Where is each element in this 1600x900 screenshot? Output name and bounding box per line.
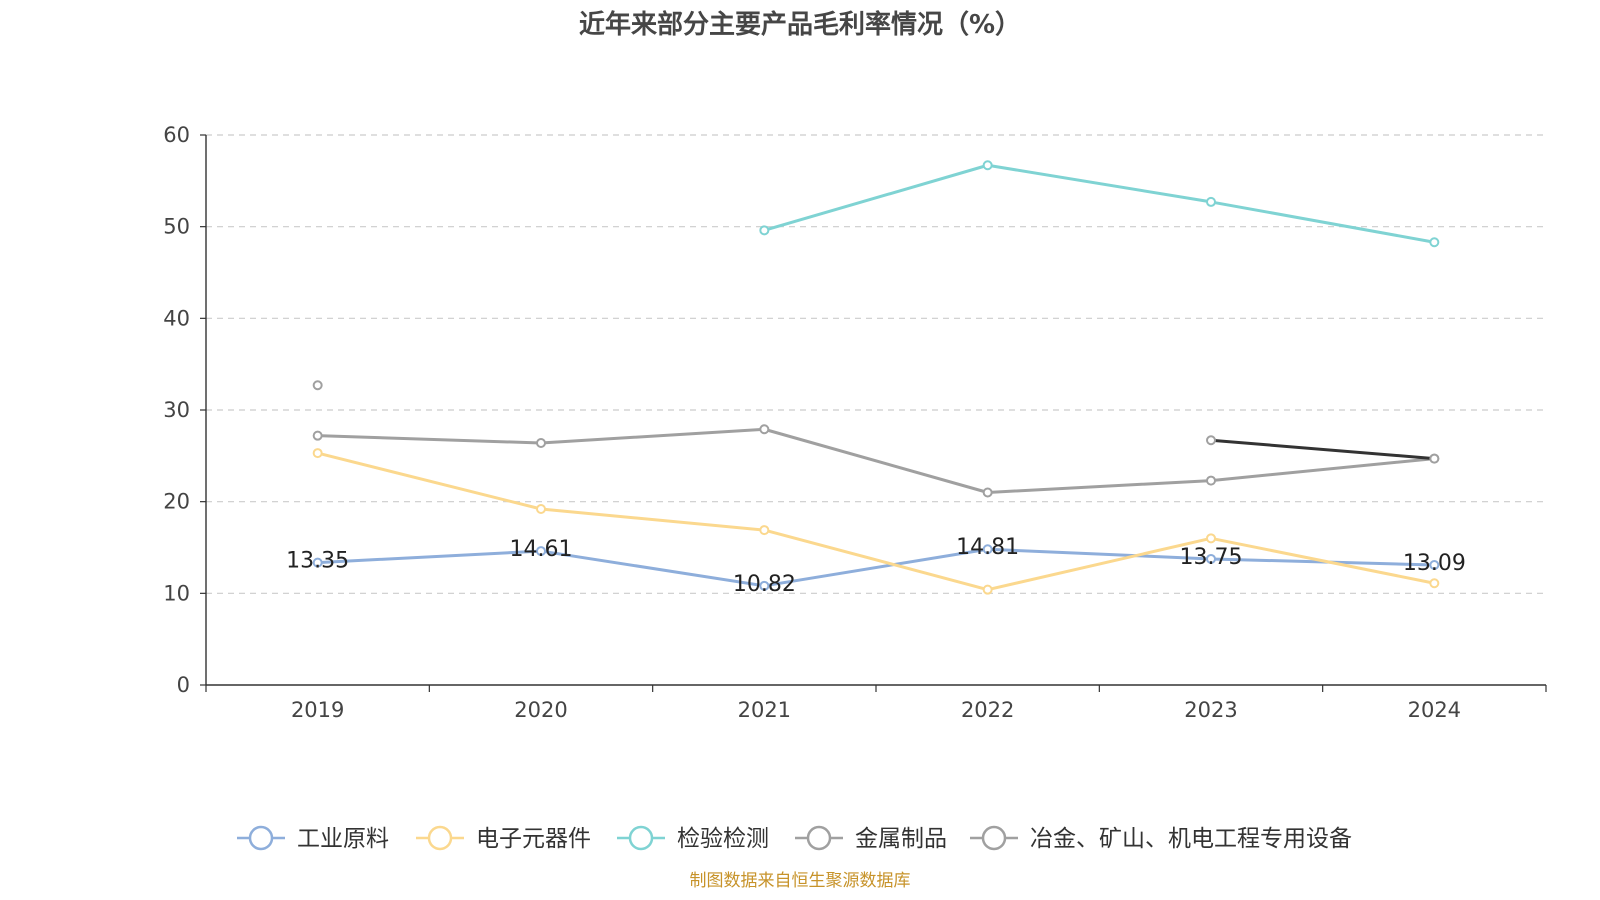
data-point bbox=[536, 504, 546, 514]
data-point bbox=[1206, 553, 1216, 564]
data-point bbox=[1206, 196, 1216, 207]
data-label: 10.82 bbox=[733, 572, 796, 597]
series-line-segment bbox=[316, 451, 543, 511]
data-label: 14.61 bbox=[510, 537, 573, 562]
series-line-segment bbox=[316, 434, 543, 445]
series-line-segment bbox=[539, 507, 766, 532]
series-line-segment bbox=[539, 549, 766, 588]
series-line-segment bbox=[1209, 438, 1436, 461]
series-line-segment bbox=[762, 528, 990, 592]
data-label: 13.75 bbox=[1180, 545, 1243, 570]
legend-marker bbox=[981, 825, 1007, 851]
data-point bbox=[1206, 533, 1216, 544]
data-point bbox=[759, 225, 770, 236]
series-line-segment bbox=[316, 549, 543, 565]
legend-label: 金属制品 bbox=[855, 826, 947, 852]
data-point bbox=[1429, 560, 1440, 571]
data-label: 13.09 bbox=[1403, 551, 1466, 576]
data-point bbox=[759, 580, 770, 591]
x-tick-label: 2022 bbox=[961, 698, 1014, 722]
data-label: 13.35 bbox=[286, 549, 349, 574]
data-point bbox=[1429, 578, 1440, 589]
series-0 bbox=[312, 544, 1440, 591]
data-label: 14.81 bbox=[956, 535, 1019, 560]
grid-layer bbox=[206, 134, 1546, 594]
y-tick-label: 50 bbox=[163, 215, 190, 239]
series-line-segment bbox=[986, 479, 1213, 494]
legend-label: 工业原料 bbox=[297, 826, 389, 852]
data-point bbox=[982, 160, 993, 171]
legend-marker bbox=[248, 825, 274, 851]
data-point bbox=[1429, 453, 1440, 464]
data-point bbox=[759, 525, 770, 536]
legend-item-4[interactable]: 冶金、矿山、机电工程专用设备 bbox=[970, 825, 1352, 852]
series-line-segment bbox=[762, 547, 990, 588]
chart-title: 近年来部分主要产品毛利率情况（%） bbox=[578, 10, 1022, 40]
data-point bbox=[982, 487, 993, 498]
y-tick-label: 60 bbox=[163, 123, 190, 147]
series-1 bbox=[312, 448, 1440, 595]
series-line-segment bbox=[986, 536, 1213, 592]
series-line-segment bbox=[986, 547, 1213, 561]
data-point bbox=[312, 430, 323, 441]
y-tick-label: 10 bbox=[163, 581, 190, 605]
label-layer: 13.35 14.61 10.82 14.81 13.75 13.09 bbox=[286, 535, 1466, 597]
source-note: 制图数据来自恒生聚源数据库 bbox=[689, 871, 911, 891]
legend-marker bbox=[427, 825, 453, 851]
series-layer bbox=[312, 160, 1440, 595]
series-line-segment bbox=[539, 427, 766, 445]
data-point bbox=[1206, 475, 1216, 486]
data-point bbox=[536, 546, 546, 557]
data-point bbox=[759, 424, 770, 435]
series-line-segment bbox=[986, 163, 1213, 204]
legend-label: 检验检测 bbox=[677, 826, 769, 852]
data-point bbox=[982, 544, 993, 555]
legend-label: 电子元器件 bbox=[476, 826, 591, 852]
data-point bbox=[312, 557, 323, 568]
data-point bbox=[536, 438, 546, 448]
y-tick-label: 40 bbox=[163, 306, 190, 330]
legend-item-2[interactable]: 检验检测 bbox=[617, 825, 769, 852]
legend-item-1[interactable]: 电子元器件 bbox=[416, 825, 591, 852]
series-2 bbox=[759, 160, 1440, 248]
data-point bbox=[312, 448, 323, 459]
data-point bbox=[1206, 435, 1216, 446]
x-tick-label: 2023 bbox=[1184, 698, 1237, 722]
legend-label: 冶金、矿山、机电工程专用设备 bbox=[1030, 826, 1352, 852]
legend[interactable]: 工业原料 电子元器件 检验检测 金属制品 冶金、矿山、机电工程专用设备 bbox=[237, 825, 1352, 852]
y-tick-label: 30 bbox=[163, 398, 190, 422]
y-tick-label: 0 bbox=[177, 673, 190, 697]
series-4 bbox=[312, 380, 1440, 464]
x-tick-label: 2020 bbox=[514, 698, 567, 722]
legend-item-3[interactable]: 金属制品 bbox=[795, 825, 947, 852]
x-tick-label: 2019 bbox=[291, 698, 344, 722]
series-line-segment bbox=[762, 427, 990, 494]
series-3 bbox=[312, 424, 1440, 498]
y-tick-label: 20 bbox=[163, 490, 190, 514]
data-point bbox=[982, 584, 993, 595]
legend-item-0[interactable]: 工业原料 bbox=[237, 825, 389, 852]
axis-layer: 0 10 20 30 40 50 60 2019 2020 2021 2022 2023 2024 bbox=[163, 123, 1547, 722]
series-line-segment bbox=[1209, 536, 1436, 585]
series-line-segment bbox=[762, 163, 990, 232]
series-line-segment bbox=[1209, 200, 1436, 244]
legend-marker bbox=[806, 825, 832, 851]
x-tick-label: 2021 bbox=[738, 698, 791, 722]
data-point bbox=[312, 380, 323, 391]
data-point bbox=[1429, 237, 1440, 248]
legend-marker bbox=[628, 825, 654, 851]
x-tick-label: 2024 bbox=[1408, 698, 1461, 722]
series-line-segment bbox=[1209, 457, 1436, 483]
